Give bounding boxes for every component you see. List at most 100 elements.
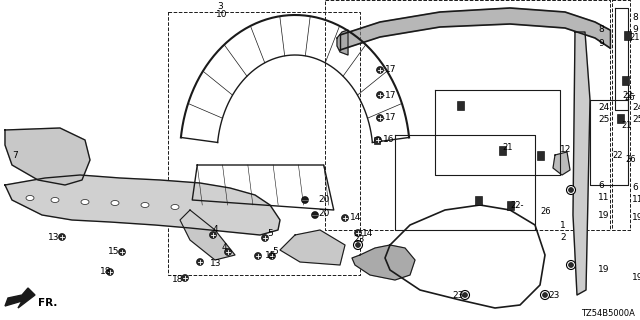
Circle shape	[182, 275, 189, 282]
Polygon shape	[337, 30, 348, 55]
Circle shape	[568, 262, 573, 268]
Text: 20: 20	[318, 209, 330, 218]
Circle shape	[312, 212, 319, 219]
Ellipse shape	[51, 197, 59, 203]
Circle shape	[58, 234, 65, 241]
Circle shape	[196, 259, 204, 266]
Text: 11: 11	[598, 194, 609, 203]
Text: 7: 7	[12, 150, 18, 159]
Circle shape	[355, 229, 362, 236]
Text: 8: 8	[632, 13, 637, 22]
Circle shape	[566, 186, 575, 195]
Bar	[499, 146, 506, 155]
Text: 22-: 22-	[622, 91, 636, 100]
Bar	[621, 76, 628, 84]
Text: 19: 19	[632, 213, 640, 222]
Text: 12: 12	[560, 146, 572, 155]
Text: 14: 14	[350, 213, 362, 222]
Bar	[623, 30, 630, 39]
Bar	[456, 100, 463, 109]
Circle shape	[255, 252, 262, 260]
Circle shape	[541, 291, 550, 300]
Circle shape	[543, 292, 547, 298]
Polygon shape	[5, 128, 90, 185]
Circle shape	[376, 115, 383, 122]
Text: 22-: 22-	[510, 201, 524, 210]
Circle shape	[566, 260, 575, 269]
Text: 17: 17	[385, 114, 397, 123]
Text: 6: 6	[632, 183, 637, 193]
Text: FR.: FR.	[38, 298, 58, 308]
Text: 19: 19	[598, 211, 609, 220]
Polygon shape	[5, 175, 280, 235]
Circle shape	[461, 291, 470, 300]
Circle shape	[301, 196, 308, 204]
Text: 18: 18	[100, 268, 111, 276]
Text: 14: 14	[362, 228, 373, 237]
Text: 4: 4	[222, 244, 228, 252]
Circle shape	[353, 241, 362, 250]
Ellipse shape	[81, 199, 89, 204]
Text: 26: 26	[625, 156, 636, 164]
Text: 1: 1	[560, 220, 566, 229]
Text: 16: 16	[383, 135, 394, 145]
Text: 17: 17	[385, 66, 397, 75]
Bar	[506, 201, 513, 210]
Polygon shape	[553, 152, 570, 175]
Circle shape	[376, 92, 383, 99]
Text: 11: 11	[632, 196, 640, 204]
Text: 5: 5	[267, 228, 273, 237]
Text: 3: 3	[218, 2, 223, 11]
Polygon shape	[280, 230, 345, 265]
Text: 23: 23	[354, 236, 365, 244]
Text: 18: 18	[172, 276, 184, 284]
Circle shape	[269, 252, 275, 260]
Text: TZ54B5000A: TZ54B5000A	[581, 309, 635, 318]
Text: 5: 5	[272, 247, 278, 257]
Text: 13: 13	[48, 233, 60, 242]
Text: 13: 13	[210, 259, 221, 268]
Polygon shape	[5, 288, 35, 308]
Text: 22: 22	[612, 150, 623, 159]
Polygon shape	[573, 32, 590, 295]
Text: 6: 6	[598, 180, 604, 189]
Text: 21: 21	[621, 121, 632, 130]
Circle shape	[106, 268, 113, 276]
Text: 25: 25	[632, 116, 640, 124]
Circle shape	[376, 67, 383, 74]
Text: 17: 17	[385, 91, 397, 100]
Circle shape	[356, 243, 360, 247]
Text: 10: 10	[216, 10, 228, 19]
Ellipse shape	[171, 204, 179, 210]
Text: 21: 21	[629, 34, 639, 43]
Circle shape	[262, 235, 269, 242]
Text: 2: 2	[560, 234, 566, 243]
Text: 15: 15	[108, 247, 120, 257]
Text: 26: 26	[624, 93, 635, 102]
Bar	[474, 196, 481, 204]
Bar	[374, 137, 380, 143]
Text: 19: 19	[598, 266, 609, 275]
Text: 19: 19	[632, 274, 640, 283]
Polygon shape	[340, 8, 610, 50]
Circle shape	[374, 137, 381, 143]
Text: 8: 8	[598, 26, 604, 35]
Text: 23: 23	[452, 292, 463, 300]
Ellipse shape	[26, 196, 34, 201]
Text: 4: 4	[213, 226, 219, 235]
Text: 24: 24	[598, 103, 609, 113]
Ellipse shape	[141, 203, 149, 207]
Polygon shape	[352, 245, 415, 280]
Polygon shape	[180, 210, 235, 260]
Circle shape	[225, 249, 232, 255]
Circle shape	[118, 249, 125, 255]
Text: 20: 20	[318, 196, 330, 204]
Text: 9: 9	[598, 38, 604, 47]
Ellipse shape	[111, 201, 119, 205]
Circle shape	[209, 231, 216, 238]
Bar	[536, 150, 543, 159]
Text: 25: 25	[598, 116, 609, 124]
Text: 9: 9	[632, 26, 637, 35]
Circle shape	[463, 292, 467, 298]
Circle shape	[568, 188, 573, 192]
